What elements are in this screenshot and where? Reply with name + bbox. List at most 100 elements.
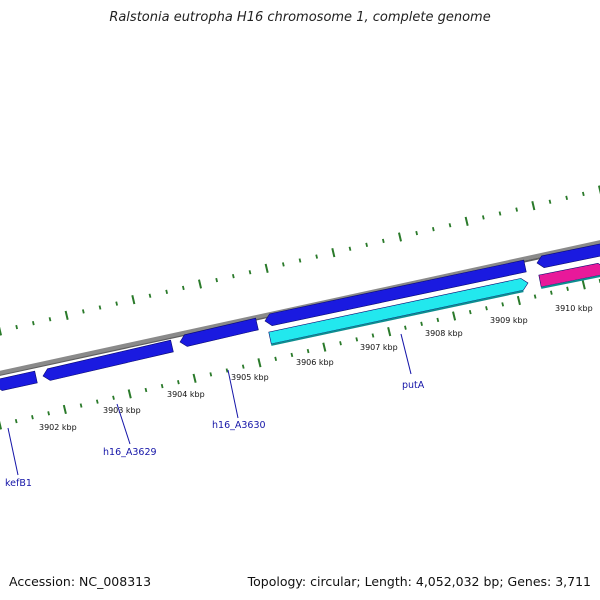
outer-tick-ring [0, 185, 600, 336]
inner-tick [95, 399, 99, 404]
gene-label: h16_A3629 [103, 447, 157, 458]
inner-tick [501, 302, 505, 307]
outer-tick [331, 248, 336, 258]
inner-tick [241, 364, 245, 369]
gene-arrow [264, 259, 527, 326]
inner-tick [257, 358, 262, 368]
outer-tick [481, 215, 485, 220]
outer-tick [0, 326, 3, 336]
gene-track [0, 243, 600, 391]
inner-tick [387, 326, 392, 337]
gene-label: putA [402, 380, 425, 391]
gene-label-leader [7, 427, 19, 476]
gene-label-leader [116, 403, 131, 445]
scale-label: 3908 kbp [425, 329, 463, 338]
inner-tick [144, 387, 148, 393]
gene-arrow [536, 243, 600, 268]
scale-label: 3904 kbp [167, 390, 205, 399]
gene-arrow [179, 317, 259, 347]
outer-tick [415, 230, 419, 236]
inner-tick [355, 337, 359, 342]
outer-tick [581, 191, 585, 197]
scale-label: 3905 kbp [231, 373, 269, 382]
outer-tick [115, 301, 119, 306]
outer-tick [381, 238, 385, 244]
outer-tick [431, 227, 435, 232]
inner-tick [436, 317, 440, 323]
inner-tick [581, 280, 586, 290]
outer-tick [498, 211, 502, 216]
inner-tick [290, 352, 294, 358]
outer-tick [197, 279, 203, 289]
outer-tick [248, 270, 252, 275]
outer-tick [448, 223, 452, 228]
outer-tick [64, 310, 69, 320]
inner-tick [371, 333, 375, 338]
gene-arrow-shadow [540, 275, 600, 289]
inner-tick [420, 321, 423, 326]
inner-tick [274, 356, 278, 361]
inner-tick-ring [0, 278, 600, 430]
outer-tick [131, 295, 136, 305]
outer-tick [15, 324, 19, 330]
inner-tick [47, 411, 50, 416]
outer-tick [81, 309, 85, 314]
outer-tick [597, 185, 600, 195]
scale-label: 3906 kbp [296, 358, 334, 367]
outer-tick [315, 254, 319, 259]
outer-tick [48, 317, 52, 322]
outer-tick [515, 207, 519, 212]
outer-tick [348, 246, 352, 251]
outer-tick [531, 201, 536, 211]
inner-tick [192, 373, 197, 383]
inner-tick [452, 311, 457, 321]
inner-tick [339, 341, 342, 346]
gene-labels: kefB1 h16_A3629 h16_A3630 putA [5, 333, 425, 489]
outer-tick [231, 274, 235, 279]
outer-tick [298, 258, 302, 263]
scale-label: 3907 kbp [360, 343, 398, 352]
inner-tick [404, 325, 407, 330]
outer-tick [281, 262, 285, 267]
inner-tick [31, 415, 34, 420]
gene-arrow [42, 339, 174, 381]
inner-tick [306, 348, 310, 354]
outer-tick [31, 321, 35, 326]
inner-tick [0, 420, 3, 430]
gene-arrow [0, 370, 38, 391]
inner-tick [79, 403, 83, 408]
inner-tick [485, 306, 488, 311]
inner-tick [14, 418, 18, 424]
scale-label: 3903 kbp [103, 406, 141, 415]
outer-tick [565, 195, 569, 200]
inner-tick [533, 294, 537, 299]
outer-tick [397, 232, 403, 242]
inner-tick [566, 286, 569, 291]
gene-label-leader [400, 333, 412, 375]
inner-tick [127, 389, 132, 399]
outer-tick [165, 289, 169, 294]
map-title: Ralstonia eutropha H16 chromosome 1, com… [109, 10, 491, 25]
scale-label: 3909 kbp [490, 316, 528, 325]
outer-tick [215, 277, 219, 283]
inner-tick [62, 404, 67, 415]
outer-tick [365, 242, 369, 247]
scale-label: 3902 kbp [39, 423, 77, 432]
accession-text: Accession: NC_008313 [9, 574, 152, 589]
inner-tick [225, 368, 229, 373]
scale-labels: 3902 kbp 3903 kbp 3904 kbp 3905 kbp 3906 kbp… [39, 304, 593, 432]
genome-stats-text: Topology: circular; Length: 4,052,032 bp… [247, 574, 591, 589]
gene-label: kefB1 [5, 478, 32, 489]
outer-tick [264, 263, 269, 273]
inner-tick [550, 290, 553, 295]
outer-tick [98, 305, 102, 310]
inner-tick [112, 395, 115, 400]
inner-tick [160, 383, 164, 389]
inner-tick [209, 372, 213, 377]
outer-tick [148, 293, 152, 298]
gene-label: h16_A3630 [212, 420, 266, 431]
outer-tick [548, 199, 552, 204]
inner-tick [177, 380, 180, 385]
gene-arrow-shadow [271, 290, 524, 346]
